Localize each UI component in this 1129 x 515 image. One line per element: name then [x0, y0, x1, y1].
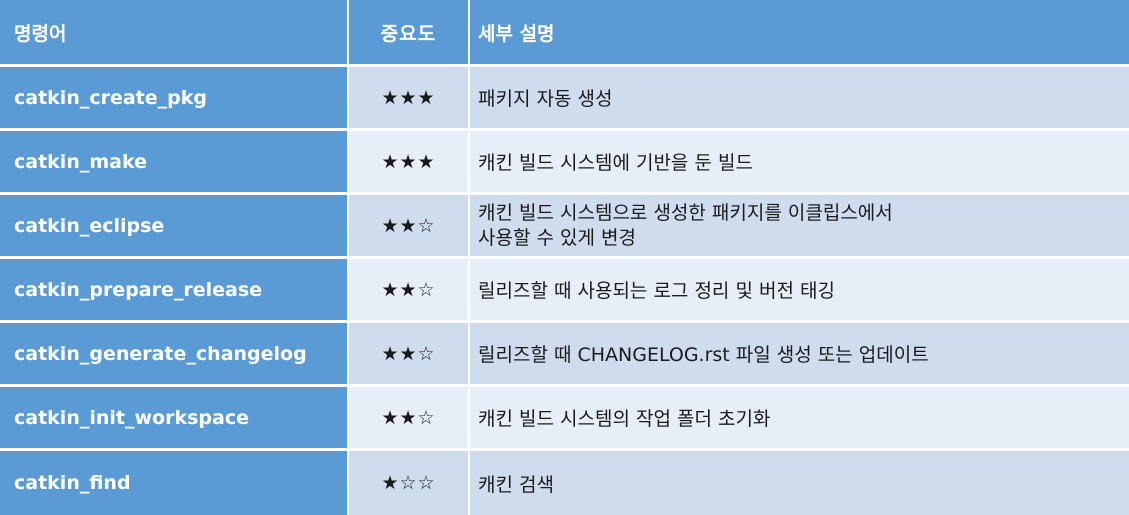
description-cell: 캐킨 빌드 시스템으로 생성한 패키지를 이클립스에서 사용할 수 있게 변경: [470, 195, 1129, 256]
table-row: catkin_find ★☆☆ 캐킨 검색: [0, 451, 1129, 515]
command-cell: catkin_prepare_release: [0, 259, 349, 320]
importance-cell: ★★☆: [349, 195, 470, 256]
command-cell: catkin_make: [0, 131, 349, 192]
header-command: 명령어: [0, 0, 349, 64]
table-row: catkin_eclipse ★★☆ 캐킨 빌드 시스템으로 생성한 패키지를 …: [0, 195, 1129, 259]
command-cell: catkin_find: [0, 451, 349, 515]
importance-cell: ★★☆: [349, 259, 470, 320]
header-description: 세부 설명: [478, 22, 555, 45]
command-cell: catkin_eclipse: [0, 195, 349, 256]
importance-cell: ★★☆: [349, 387, 470, 448]
table-row: catkin_generate_changelog ★★☆ 릴리즈할 때 CHA…: [0, 323, 1129, 387]
header-importance: 중요도: [349, 0, 470, 64]
description-cell: 캐킨 검색: [470, 451, 1129, 515]
description-line-1: 캐킨 빌드 시스템으로 생성한 패키지를 이클립스에서: [478, 201, 893, 224]
description-line-2: 사용할 수 있게 변경: [478, 226, 636, 249]
importance-cell: ★☆☆: [349, 451, 470, 515]
command-cell: catkin_create_pkg: [0, 67, 349, 128]
importance-cell: ★★★: [349, 131, 470, 192]
importance-cell: ★★☆: [349, 323, 470, 384]
table-row: catkin_prepare_release ★★☆ 릴리즈할 때 사용되는 로…: [0, 259, 1129, 323]
table-row: catkin_make ★★★ 캐킨 빌드 시스템에 기반을 둔 빌드: [0, 131, 1129, 195]
table-row: catkin_create_pkg ★★★ 패키지 자동 생성: [0, 67, 1129, 131]
description-cell: 릴리즈할 때 사용되는 로그 정리 및 버전 태깅: [470, 259, 1129, 320]
command-cell: catkin_generate_changelog: [0, 323, 349, 384]
importance-cell: ★★★: [349, 67, 470, 128]
table-header: 명령어 중요도 세부 설명: [0, 0, 1129, 67]
description-cell: 캐킨 빌드 시스템에 기반을 둔 빌드: [470, 131, 1129, 192]
description-cell: 릴리즈할 때 CHANGELOG.rst 파일 생성 또는 업데이트: [470, 323, 1129, 384]
command-cell: catkin_init_workspace: [0, 387, 349, 448]
description-cell: 캐킨 빌드 시스템의 작업 폴더 초기화: [470, 387, 1129, 448]
table-row: catkin_init_workspace ★★☆ 캐킨 빌드 시스템의 작업 …: [0, 387, 1129, 451]
description-cell: 패키지 자동 생성: [470, 67, 1129, 128]
